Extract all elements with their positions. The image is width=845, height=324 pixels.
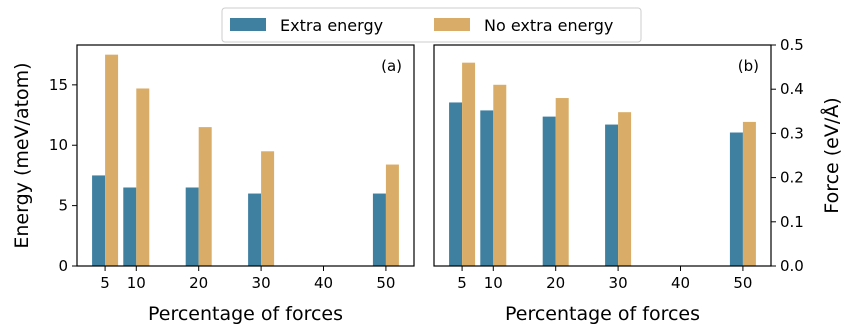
panel-b-label: (b) xyxy=(738,57,759,75)
panel-b-xtick-label-40: 40 xyxy=(671,274,690,292)
panel-b-ytick-label-0.2: 0.2 xyxy=(780,169,804,187)
panel-b-xtick-label-50: 50 xyxy=(733,274,752,292)
legend: Extra energy No extra energy xyxy=(221,7,642,43)
panel-a-bar-no-extra-energy-20 xyxy=(198,127,212,267)
panel-a-bar-extra-energy-5 xyxy=(92,175,106,266)
panel-a-xtick-label-50: 50 xyxy=(376,274,395,292)
panel-a-xtick-label-5: 5 xyxy=(100,274,110,292)
panel-b-bar-extra-energy-20 xyxy=(542,116,556,266)
panel-b-bar-no-extra-energy-30 xyxy=(618,112,632,267)
panel-b-ylabel: Force (eV/Å) xyxy=(820,97,843,213)
panel-b: 5 10 20 30 40 50 0.0 0.1 0.2 0.3 0.4 0.5 (b) Percenta… xyxy=(433,36,843,324)
panel-b-bar-no-extra-energy-20 xyxy=(555,98,569,266)
panel-a-ytick-label-15: 15 xyxy=(49,76,68,94)
panel-a-xtick-label-40: 40 xyxy=(314,274,333,292)
legend-box xyxy=(221,7,642,43)
panel-b-bar-no-extra-energy-50 xyxy=(742,121,756,267)
panel-b-ytick-label-0.3: 0.3 xyxy=(780,124,804,142)
panel-b-xlabel: Percentage of forces xyxy=(505,303,700,324)
legend-label-extra-energy: Extra energy xyxy=(280,16,383,35)
panel-a-xtick-label-20: 20 xyxy=(189,274,208,292)
panel-a-bar-extra-energy-50 xyxy=(372,193,386,266)
panel-b-xtick-label-20: 20 xyxy=(546,274,565,292)
panel-a-bar-no-extra-energy-10 xyxy=(136,88,150,267)
panel-a-label: (a) xyxy=(381,57,402,75)
panel-a-frame xyxy=(76,44,415,267)
panel-a-bar-extra-energy-20 xyxy=(185,187,199,266)
panel-b-bar-extra-energy-50 xyxy=(729,132,743,266)
panel-a: 5 10 20 30 40 50 0 5 10 15 (a) Percentage of forces… xyxy=(11,44,415,324)
panel-b-bar-no-extra-energy-10 xyxy=(493,84,507,266)
panel-a-ytick-label-5: 5 xyxy=(58,197,68,215)
panel-b-frame xyxy=(433,44,772,267)
panel-a-bar-no-extra-energy-50 xyxy=(385,164,399,266)
panel-b-xtick-label-10: 10 xyxy=(484,274,503,292)
panel-b-xtick-label-5: 5 xyxy=(457,274,467,292)
panel-b-bar-extra-energy-30 xyxy=(605,124,619,266)
panel-b-ytick-label-0.4: 0.4 xyxy=(780,80,804,98)
panel-a-bar-extra-energy-30 xyxy=(248,193,262,266)
panel-a-bar-no-extra-energy-5 xyxy=(105,54,119,267)
panel-a-xlabel: Percentage of forces xyxy=(148,303,343,324)
panel-b-ytick-label-0.1: 0.1 xyxy=(780,213,804,231)
panel-a-ytick-label-0: 0 xyxy=(58,257,68,275)
legend-label-no-extra-energy: No extra energy xyxy=(484,16,613,35)
panel-b-xtick-label-30: 30 xyxy=(609,274,628,292)
panel-a-xtick-label-10: 10 xyxy=(127,274,146,292)
panel-b-bar-no-extra-energy-5 xyxy=(462,62,476,267)
panel-a-ylabel: Energy (meV/atom) xyxy=(11,62,33,248)
panel-a-bar-extra-energy-10 xyxy=(123,187,137,266)
legend-swatch-no-extra-energy xyxy=(434,18,470,31)
legend-swatch-extra-energy xyxy=(230,18,266,31)
panel-b-bar-extra-energy-5 xyxy=(449,102,463,267)
panel-a-ytick-label-10: 10 xyxy=(49,136,68,154)
panel-b-ytick-label-0.5: 0.5 xyxy=(780,36,804,54)
panel-b-bar-extra-energy-10 xyxy=(480,110,494,266)
panel-b-ytick-label-0.0: 0.0 xyxy=(780,257,804,275)
panel-a-xtick-label-30: 30 xyxy=(252,274,271,292)
panel-a-bar-no-extra-energy-30 xyxy=(261,151,275,266)
